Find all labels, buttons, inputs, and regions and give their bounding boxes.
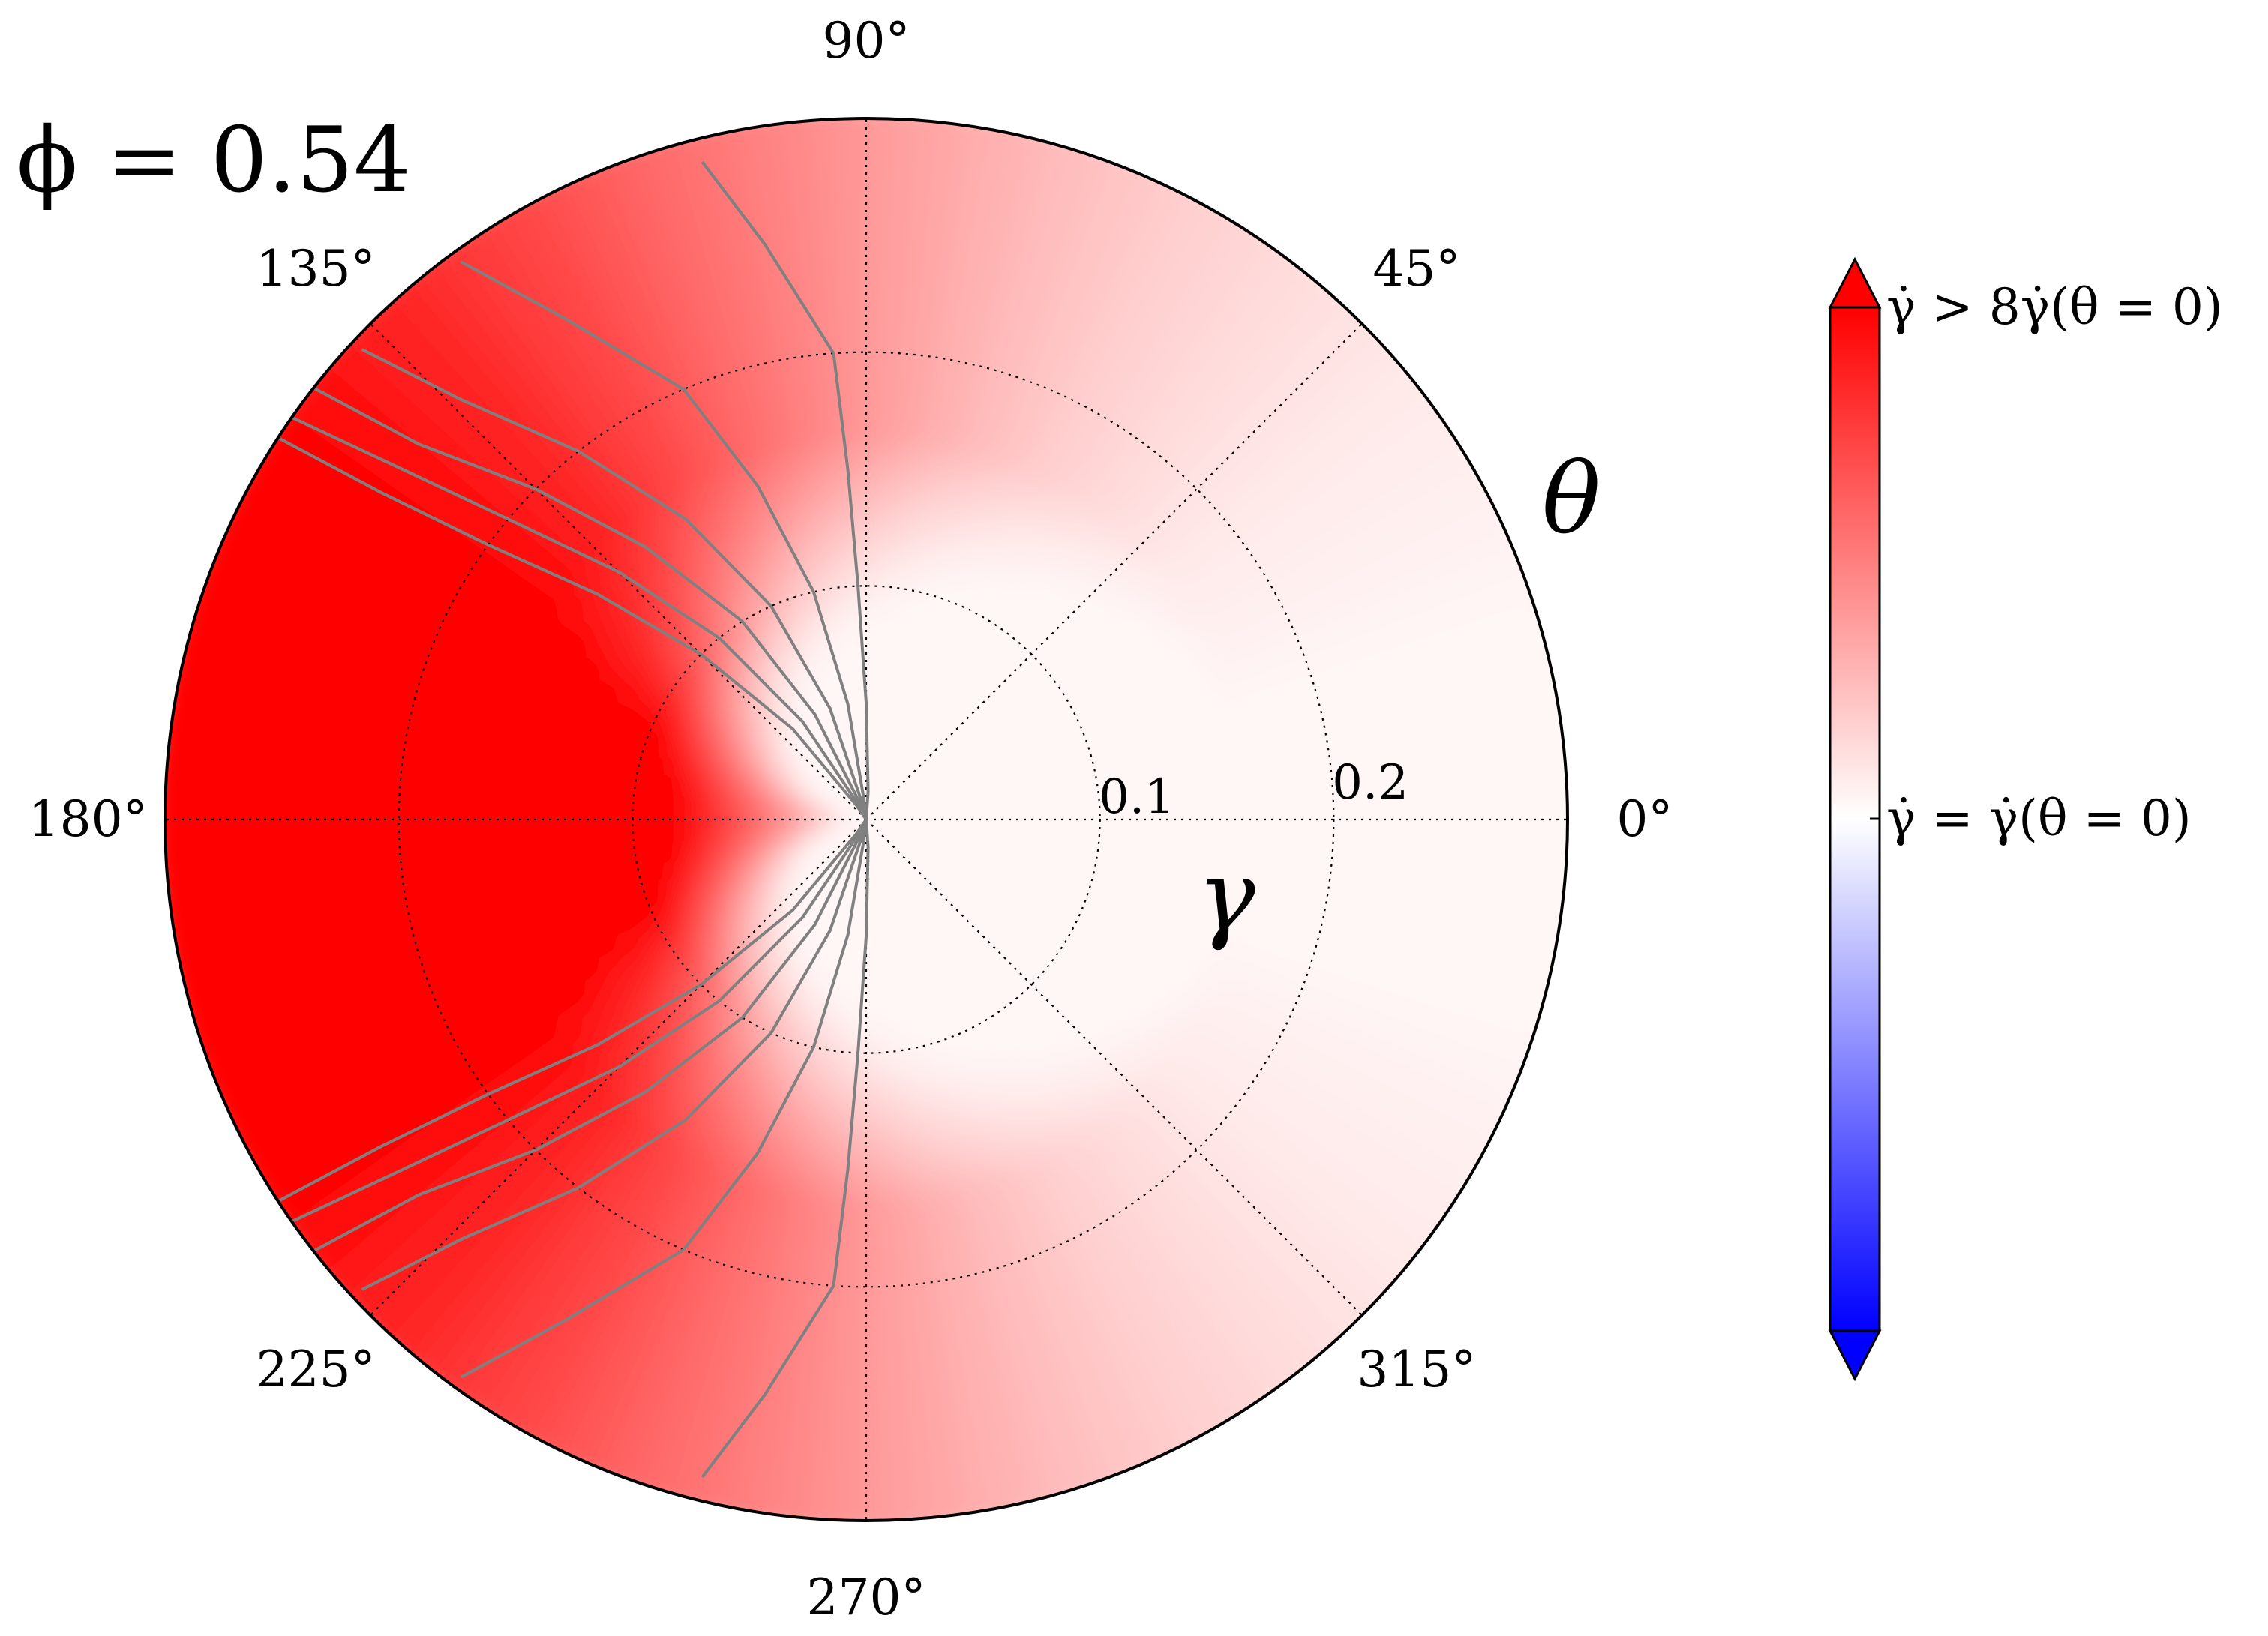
heatmap-field: [165, 118, 1568, 1521]
heatmap-cell: [802, 118, 838, 145]
theta-tick-label: 180°: [28, 790, 148, 848]
heatmap-cell: [772, 1490, 808, 1521]
heatmap-cell: [165, 848, 192, 883]
heatmap-cell: [924, 1490, 961, 1521]
theta-tick-label: 315°: [1357, 1341, 1476, 1398]
r-tick-label: 0.1: [1099, 769, 1175, 825]
heatmap-cell: [165, 819, 190, 852]
heatmap-cell: [924, 118, 961, 148]
theta-tick-label: 225°: [256, 1341, 376, 1398]
colorbar-label-max: γ̇ > 8γ̇(θ = 0): [1886, 278, 2223, 336]
heatmap-cell: [165, 756, 192, 791]
theta-axis-label: θ: [1542, 442, 1600, 556]
heatmap-cell: [1532, 906, 1568, 945]
heatmap-cell: [165, 725, 195, 762]
heatmap-cell: [741, 1485, 779, 1521]
heatmap-cell: [802, 1494, 838, 1521]
heatmap-cell: [772, 118, 808, 148]
heatmap-cell: [165, 787, 190, 820]
colorbar-label-mid: γ̇ = γ̇(θ = 0): [1886, 790, 2192, 847]
theta-tick-label: 135°: [256, 240, 376, 298]
heatmap-cell: [722, 812, 751, 820]
colorbar: γ̇ > 8γ̇(θ = 0) γ̇ = γ̇(θ = 0): [1828, 256, 2223, 1382]
heatmap-cell: [953, 118, 992, 154]
theta-tick-label: 45°: [1372, 240, 1460, 298]
r-tick-label: 0.2: [1332, 755, 1408, 811]
heatmap-cell: [165, 877, 195, 914]
heatmap-cell: [834, 1495, 867, 1521]
heatmap-cell: [1537, 877, 1568, 914]
theta-tick-label: 0°: [1616, 790, 1672, 848]
colorbar-extend-low: [1828, 1329, 1882, 1382]
heatmap-cell: [834, 118, 867, 144]
heatmap-cell: [866, 1495, 898, 1521]
heatmap-cell: [895, 118, 930, 145]
colorbar-extend-high: [1828, 256, 1882, 309]
heatmap-cell: [1537, 725, 1568, 762]
phi-annotation: ϕ = 0.54: [16, 109, 411, 213]
theta-tick-label: 90°: [823, 12, 910, 70]
heatmap-cell: [866, 118, 898, 144]
heatmap-cell: [165, 694, 200, 733]
theta-tick-label: 270°: [807, 1569, 926, 1626]
heatmap-cell: [895, 1494, 930, 1521]
r-axis-label: γ: [1197, 839, 1256, 953]
